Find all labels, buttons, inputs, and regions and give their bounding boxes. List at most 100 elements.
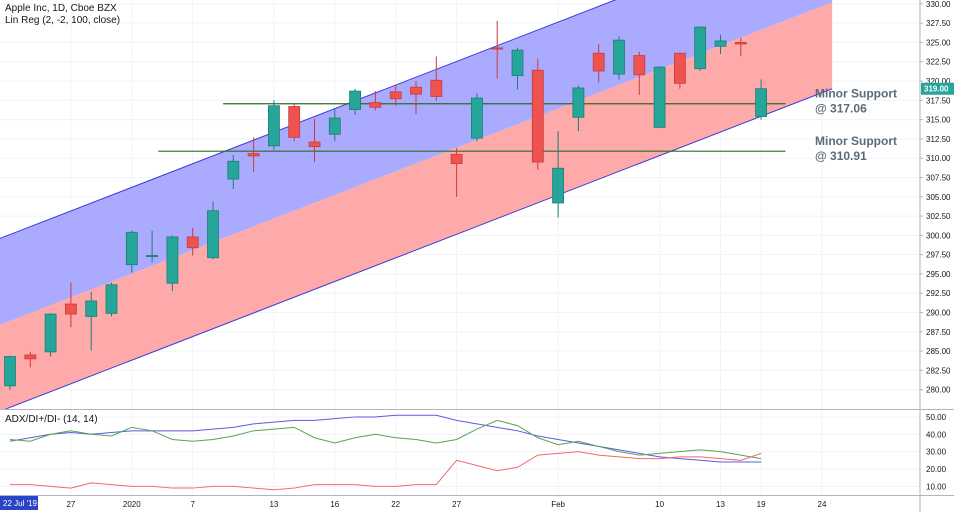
- candle-body-up: [470, 97, 483, 139]
- channel-lower-line: [4, 88, 833, 409]
- candle: [694, 26, 707, 71]
- chart-title: Apple Inc, 1D, Cboe BZX: [5, 3, 117, 14]
- candle: [450, 148, 463, 197]
- adx-tick-label: 40.00: [926, 430, 947, 439]
- candle-body-up: [694, 26, 707, 70]
- price-tick-label: 282.50: [926, 366, 951, 375]
- candle-body-up: [207, 210, 219, 259]
- price-tick-label: 320.00: [926, 77, 951, 86]
- price-tick-label: 322.50: [926, 58, 951, 67]
- candle-body-up: [146, 255, 159, 258]
- candle-body-down: [531, 69, 544, 163]
- time-tick-label: 13: [716, 500, 725, 509]
- candle: [531, 58, 544, 170]
- adx-line: [9, 414, 762, 463]
- last-price-label: 319.00: [924, 85, 949, 94]
- candle: [552, 131, 564, 218]
- price-tick-label: 330.00: [926, 0, 951, 9]
- candle-body-down: [308, 141, 321, 148]
- candle-body-up: [267, 105, 280, 147]
- time-tick-label: 10: [655, 500, 664, 509]
- price-tick-label: 287.50: [926, 328, 951, 337]
- di-minus-line: [10, 451, 762, 491]
- candle: [105, 282, 118, 317]
- candle-body-up: [653, 66, 666, 128]
- candle: [328, 108, 341, 142]
- price-tick-label: 280.00: [926, 386, 951, 395]
- candle: [674, 52, 686, 89]
- candle-body-up: [755, 88, 767, 117]
- candle: [4, 355, 16, 390]
- price-tick-label: 325.00: [926, 38, 951, 47]
- time-tick-label: 2020: [123, 500, 141, 509]
- price-tick-label: 315.00: [926, 116, 951, 125]
- candle-body-down: [491, 47, 504, 50]
- candle: [247, 137, 260, 173]
- candle-body-up: [125, 231, 138, 266]
- price-tick-label: 305.00: [926, 193, 951, 202]
- support-label-1: Minor Support: [815, 87, 897, 101]
- candle-body-up: [227, 160, 240, 180]
- time-tick-label: 24: [818, 500, 827, 509]
- channel-upper-line: [0, 0, 617, 239]
- adx-panel: [0, 414, 920, 491]
- price-tick-label: 292.50: [926, 289, 951, 298]
- candle-body-down: [430, 79, 443, 97]
- adx-tick-label: 20.00: [926, 465, 947, 474]
- candle: [166, 235, 179, 291]
- time-tick-label: 13: [269, 500, 278, 509]
- candle-body-up: [349, 90, 362, 110]
- price-tick-label: 302.50: [926, 212, 951, 221]
- candle: [267, 100, 280, 150]
- date-badge-label: 22 Jul '19: [3, 499, 38, 508]
- adx-tick-label: 50.00: [926, 413, 947, 422]
- candle-body-down: [247, 153, 260, 157]
- candle: [389, 84, 402, 106]
- support-value-1: @ 317.06: [815, 102, 867, 116]
- candle: [572, 85, 585, 132]
- candle-body-up: [613, 39, 625, 75]
- candle-body-down: [389, 91, 402, 100]
- indicator-label: Lin Reg (2, -2, 100, close): [5, 15, 121, 26]
- candle: [65, 282, 77, 328]
- candle-body-up: [166, 236, 179, 284]
- candle: [653, 66, 666, 129]
- candle: [592, 43, 605, 83]
- price-tick-label: 310.00: [926, 154, 951, 163]
- candle-body-up: [572, 87, 585, 118]
- candle-body-up: [85, 300, 98, 317]
- candle-body-down: [186, 236, 199, 249]
- support-label-2: Minor Support: [815, 134, 897, 148]
- adx-tick-label: 10.00: [926, 482, 947, 491]
- candle: [24, 351, 37, 368]
- candle-body-down: [24, 354, 37, 360]
- time-tick-label: Feb: [551, 500, 565, 509]
- candle-body-up: [4, 356, 16, 387]
- candle: [491, 20, 504, 79]
- candle: [470, 93, 483, 142]
- candles: [4, 20, 767, 390]
- candle: [410, 81, 422, 115]
- price-tick-label: 317.50: [926, 96, 951, 105]
- candle-body-down: [633, 55, 646, 76]
- price-tick-label: 300.00: [926, 231, 951, 240]
- candle: [349, 88, 362, 115]
- price-tick-label: 295.00: [926, 270, 951, 279]
- candle-body-up: [511, 49, 524, 77]
- time-tick-label: 16: [330, 500, 339, 509]
- candle-body-up: [714, 40, 727, 47]
- candle: [44, 313, 57, 357]
- candle-body-down: [450, 153, 463, 165]
- time-tick-label: 7: [190, 500, 195, 509]
- candle: [207, 201, 219, 260]
- candle: [85, 291, 98, 351]
- date-badge: [0, 496, 38, 510]
- price-tick-label: 297.50: [926, 251, 951, 260]
- candle: [613, 36, 625, 80]
- candle-body-down: [674, 52, 686, 84]
- price-tick-label: 285.00: [926, 347, 951, 356]
- candle-body-down: [734, 42, 747, 45]
- time-tick-label: 19: [757, 500, 766, 509]
